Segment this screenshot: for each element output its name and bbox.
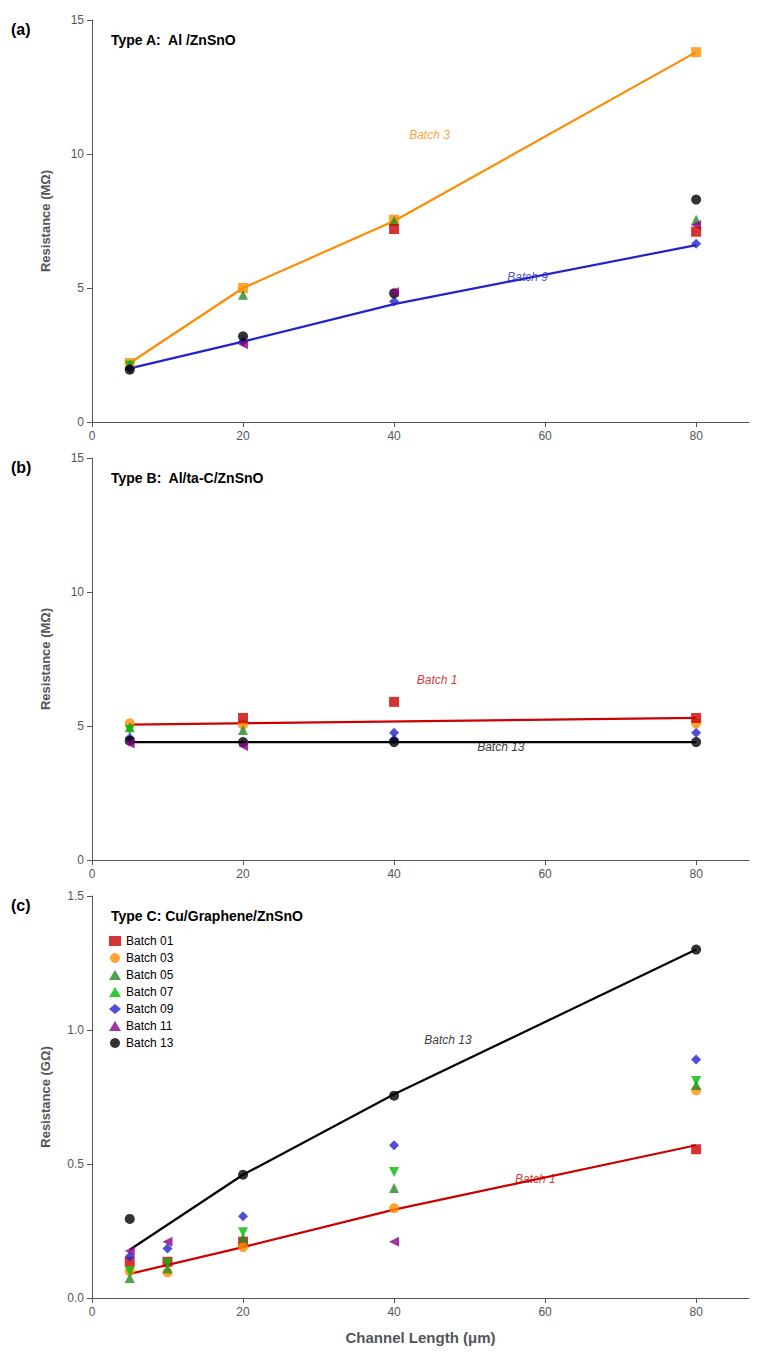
svg-text:Resistance (GΩ): Resistance (GΩ): [38, 1046, 53, 1147]
svg-text:Resistance (MΩ): Resistance (MΩ): [38, 608, 53, 710]
svg-text:Batch 3: Batch 3: [409, 128, 450, 142]
svg-text:Type A: Al /ZnSnO: Type A: Al /ZnSnO: [111, 32, 236, 48]
svg-text:5: 5: [77, 281, 84, 295]
svg-text:Type B: Al/ta-C/ZnSnO: Type B: Al/ta-C/ZnSnO: [111, 470, 264, 486]
svg-text:Type C: Cu/Graphene/ZnSnO: Type C: Cu/Graphene/ZnSnO: [111, 908, 303, 924]
svg-text:Batch 01: Batch 01: [126, 934, 174, 948]
svg-text:60: 60: [538, 1305, 552, 1319]
svg-text:Batch 03: Batch 03: [126, 951, 174, 965]
svg-text:10: 10: [71, 147, 85, 161]
svg-text:Batch 05: Batch 05: [126, 968, 174, 982]
svg-text:10: 10: [71, 585, 85, 599]
svg-text:(b): (b): [11, 459, 31, 476]
svg-text:Batch 09: Batch 09: [126, 1002, 174, 1016]
svg-text:40: 40: [387, 429, 401, 443]
svg-text:0: 0: [89, 867, 96, 881]
svg-text:Channel Length (μm): Channel Length (μm): [346, 1329, 496, 1346]
svg-text:5: 5: [77, 719, 84, 733]
svg-text:Resistance (MΩ): Resistance (MΩ): [38, 170, 53, 272]
svg-text:0: 0: [77, 853, 84, 867]
svg-text:15: 15: [71, 451, 85, 465]
svg-text:Batch 07: Batch 07: [126, 985, 174, 999]
svg-text:15: 15: [71, 13, 85, 27]
svg-text:80: 80: [689, 429, 703, 443]
svg-text:1.5: 1.5: [67, 889, 84, 903]
svg-text:0.5: 0.5: [67, 1157, 84, 1171]
svg-text:40: 40: [387, 867, 401, 881]
svg-text:Batch 13: Batch 13: [424, 1033, 472, 1047]
svg-text:20: 20: [236, 867, 250, 881]
svg-text:20: 20: [236, 1305, 250, 1319]
svg-text:80: 80: [689, 867, 703, 881]
svg-text:1.0: 1.0: [67, 1023, 84, 1037]
svg-text:0.0: 0.0: [67, 1291, 84, 1305]
svg-text:Batch 11: Batch 11: [126, 1019, 173, 1033]
svg-text:60: 60: [538, 429, 552, 443]
svg-text:Batch 1: Batch 1: [515, 1172, 556, 1186]
svg-text:0: 0: [77, 415, 84, 429]
svg-text:(a): (a): [11, 21, 31, 38]
svg-text:Batch 1: Batch 1: [417, 673, 458, 687]
svg-text:Batch 13: Batch 13: [477, 740, 525, 754]
svg-text:0: 0: [89, 429, 96, 443]
svg-text:Batch 13: Batch 13: [126, 1036, 174, 1050]
svg-text:40: 40: [387, 1305, 401, 1319]
svg-text:80: 80: [689, 1305, 703, 1319]
svg-text:60: 60: [538, 867, 552, 881]
svg-text:Batch 9: Batch 9: [507, 270, 548, 284]
svg-text:(c): (c): [11, 897, 31, 914]
svg-text:0: 0: [89, 1305, 96, 1319]
svg-text:20: 20: [236, 429, 250, 443]
